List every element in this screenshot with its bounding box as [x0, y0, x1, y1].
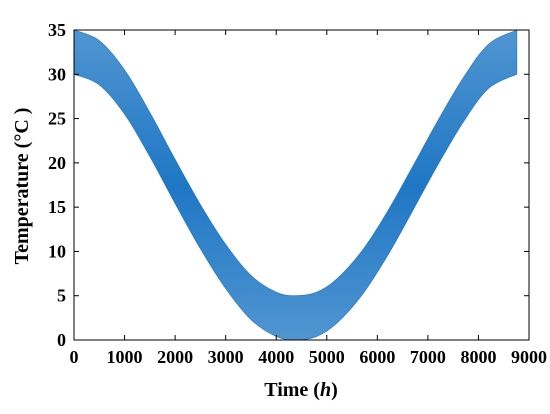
x-tick-label: 8000	[460, 347, 496, 367]
x-tick-label: 2000	[157, 347, 193, 367]
x-tick-label: 0	[70, 347, 79, 367]
x-tick-label: 4000	[258, 347, 294, 367]
x-axis-title-unit: h	[320, 379, 331, 401]
y-axis-title: Temperature (°C )	[11, 108, 33, 265]
y-tick-label: 25	[48, 109, 66, 129]
temperature-band-series-0	[73, 29, 518, 341]
x-tick-label: 6000	[359, 347, 395, 367]
x-tick-label: 9000	[511, 347, 547, 367]
y-tick-label: 0	[57, 330, 66, 350]
x-tick-label: 5000	[309, 347, 345, 367]
y-tick-label: 5	[57, 286, 66, 306]
y-tick-label: 30	[48, 64, 66, 84]
plot-background	[74, 30, 529, 340]
x-tick-label: 1000	[107, 347, 143, 367]
axes-frame	[73, 29, 530, 341]
y-tick-label: 35	[48, 20, 66, 40]
x-axis-title-suffix: )	[331, 379, 338, 401]
x-axis: 0 1000 2000 3000 4000 5000 6000 7000 8000 9000	[70, 30, 547, 367]
x-tick-label: 3000	[208, 347, 244, 367]
y-tick-label: 15	[48, 197, 66, 217]
y-axis: 0 5 10 15 20 25 30 35	[48, 20, 529, 350]
plot-area	[73, 29, 530, 341]
y-tick-label: 20	[48, 153, 66, 173]
y-tick-label: 10	[48, 241, 66, 261]
x-axis-title-prefix: Time (	[264, 379, 320, 401]
x-tick-label: 7000	[410, 347, 446, 367]
x-axis-title: Time (h)	[264, 379, 338, 401]
